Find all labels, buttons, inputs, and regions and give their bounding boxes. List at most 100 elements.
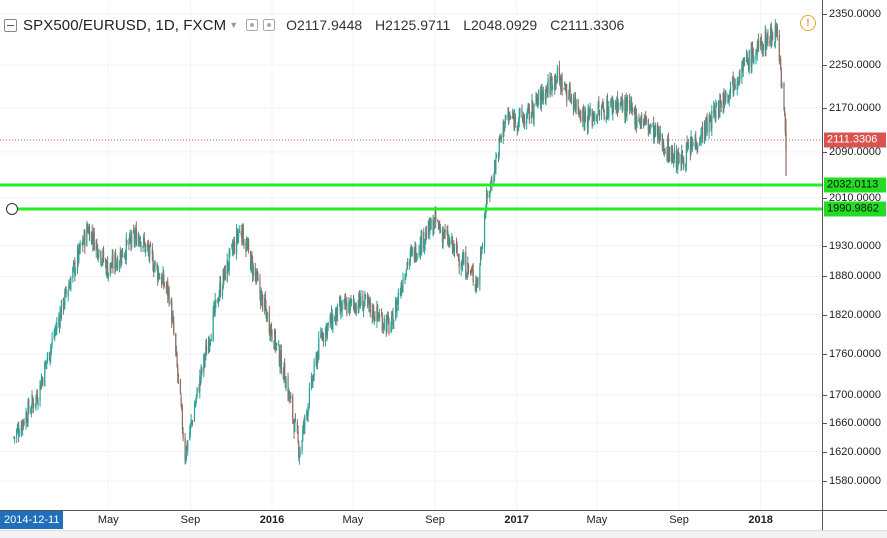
candle <box>401 279 403 296</box>
candle-body <box>643 120 645 125</box>
price-pane[interactable] <box>0 0 822 510</box>
candle-body <box>102 250 104 261</box>
candle-body <box>332 316 334 330</box>
candle <box>537 97 539 109</box>
candle <box>358 291 360 314</box>
candle <box>540 84 542 112</box>
candle <box>308 407 310 412</box>
candle <box>235 224 238 260</box>
time-axis[interactable]: 2014-12-11 May Sep 2016 May Sep 2017 May Sep 201… <box>0 510 822 531</box>
candle-body <box>317 352 319 359</box>
candle <box>151 243 153 262</box>
candle-body <box>299 449 301 456</box>
candle-body <box>497 154 500 157</box>
price-tick-label: 1760.0000 <box>829 348 881 361</box>
candle-body <box>161 277 163 284</box>
candle-body <box>105 262 107 275</box>
candle-body <box>67 290 69 297</box>
candle-body <box>719 99 722 101</box>
candle <box>213 302 216 317</box>
candle-body <box>648 125 650 131</box>
candle <box>460 261 462 276</box>
candle-body <box>242 225 244 245</box>
candle-body <box>696 147 698 150</box>
candle-body <box>579 114 581 119</box>
settings-icon[interactable] <box>263 19 276 31</box>
candle-body <box>274 330 276 349</box>
candle-body <box>88 227 91 241</box>
candle-body <box>297 431 299 442</box>
candle-body <box>49 355 51 362</box>
candle <box>344 294 346 303</box>
candle <box>517 122 519 133</box>
candle <box>654 125 656 138</box>
candle-body <box>505 116 507 118</box>
line-drag-handle[interactable] <box>6 203 18 216</box>
candle-body <box>91 231 93 238</box>
candle <box>677 147 679 166</box>
candle <box>559 73 561 81</box>
candle-body <box>264 297 266 308</box>
candle <box>60 308 62 319</box>
candle <box>427 220 430 239</box>
price-tick-label: 2170.0000 <box>829 101 881 114</box>
candle-body <box>231 244 233 248</box>
candle <box>316 352 318 369</box>
collapse-legend-button[interactable] <box>4 18 17 32</box>
candle-body <box>81 242 83 245</box>
candle <box>466 271 468 281</box>
candle <box>775 22 777 38</box>
candle-body <box>574 97 577 110</box>
candle <box>568 82 571 97</box>
candle-body <box>135 229 137 236</box>
candle <box>131 229 133 250</box>
candle <box>382 324 384 329</box>
candle-body <box>278 345 280 366</box>
candle-body <box>34 403 36 406</box>
low-value: 2048.0929 <box>471 17 538 33</box>
candle-body <box>147 245 149 252</box>
candle <box>260 287 262 306</box>
candle <box>27 398 29 427</box>
candle <box>148 244 150 262</box>
candle-body <box>687 147 689 150</box>
candle <box>596 114 599 125</box>
candle <box>50 342 53 355</box>
price-tick-mark <box>823 14 827 15</box>
candle <box>714 111 716 122</box>
candle-body <box>741 65 743 79</box>
candle <box>121 250 123 267</box>
price-tick-label: 1880.0000 <box>829 270 881 283</box>
clock-alert-icon[interactable]: ! <box>800 15 816 31</box>
candle-body <box>625 97 627 116</box>
candle <box>22 420 24 430</box>
candle-body <box>668 148 670 161</box>
candle-body <box>13 436 15 438</box>
candle-body <box>713 108 716 114</box>
candle <box>32 397 34 414</box>
price-tick-label: 1620.0000 <box>829 445 881 458</box>
candle-body <box>737 81 739 85</box>
symbol-title[interactable]: SPX500/EURUSD, 1D, FXCM <box>23 16 227 34</box>
candle-body <box>766 35 768 39</box>
candle-body <box>406 262 408 267</box>
candle-body <box>780 68 782 88</box>
candle <box>432 214 434 237</box>
candle <box>138 233 140 239</box>
candle <box>584 105 586 131</box>
candle <box>574 91 576 108</box>
candle-body <box>537 101 539 104</box>
candle <box>499 135 502 141</box>
candle-body <box>654 126 656 135</box>
candle-body <box>493 178 495 185</box>
visibility-icon[interactable] <box>246 19 259 31</box>
candle <box>182 427 184 442</box>
chevron-down-icon[interactable]: ▼ <box>229 20 239 30</box>
candle <box>404 273 406 284</box>
price-tick-label: 1700.0000 <box>829 388 881 401</box>
candle-body <box>393 320 395 330</box>
candle-body <box>658 128 660 141</box>
price-axis[interactable]: 2350.0000 2250.0000 2170.0000 2090.0000 2010… <box>822 0 887 510</box>
candle <box>429 217 431 240</box>
